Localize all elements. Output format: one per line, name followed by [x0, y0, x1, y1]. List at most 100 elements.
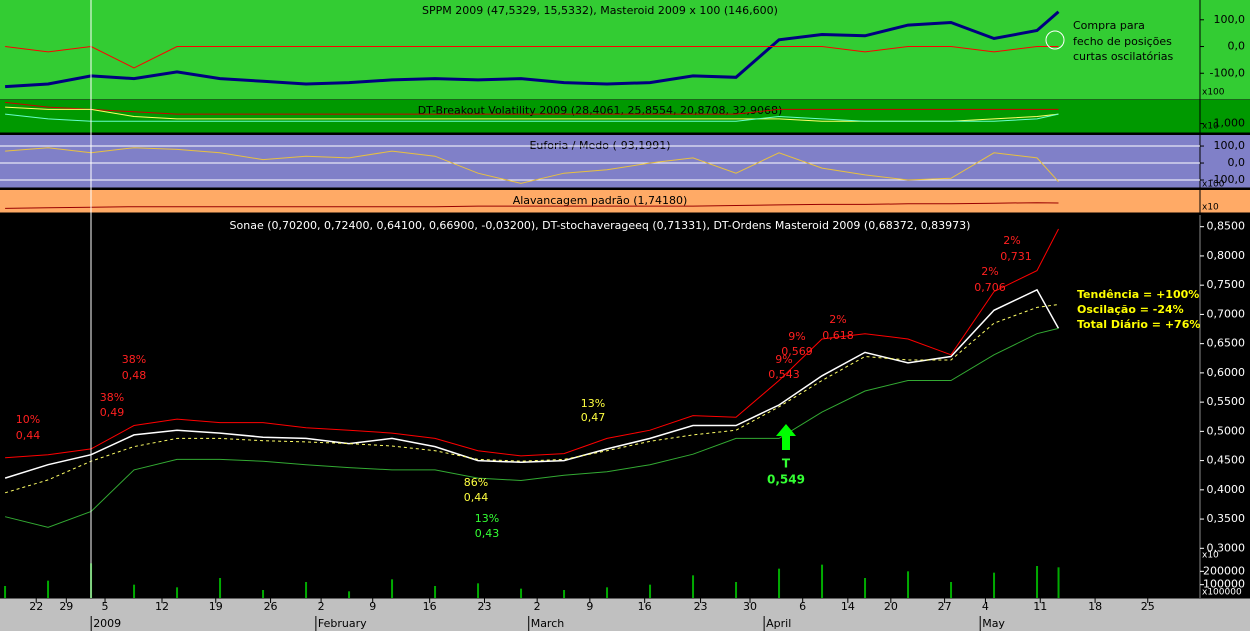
panel-title: DT-Breakout Volatility 2009 (28,4061, 25…	[418, 104, 783, 117]
y-tick-label: 100,0	[1214, 13, 1246, 26]
volume-bar	[477, 583, 480, 598]
x-tick-label: 27	[938, 600, 952, 613]
x-tick-label: 4	[982, 600, 989, 613]
price-annotation: 86%	[464, 476, 488, 489]
x-tick-label: 16	[423, 600, 437, 613]
price-annotation: 9%	[788, 330, 805, 343]
scale-label: x10	[1202, 551, 1219, 561]
x-tick-label: 6	[799, 600, 806, 613]
x-tick-label: 30	[743, 600, 757, 613]
volume-bar	[606, 587, 609, 598]
scale-label: x100	[1202, 88, 1225, 98]
month-label: February	[318, 617, 367, 630]
y-tick-label: 100000	[1203, 578, 1245, 591]
month-label: April	[766, 617, 791, 630]
volume-bar	[434, 586, 437, 598]
panel-background	[0, 100, 1250, 133]
price-annotation: 0,43	[475, 527, 500, 540]
info-text: Tendência = +100%	[1077, 288, 1199, 301]
x-tick-label: 14	[841, 600, 855, 613]
series-line	[5, 228, 1059, 459]
volume-bar	[391, 579, 394, 598]
y-tick-label: 0,7500	[1207, 278, 1246, 291]
scale-label: x10	[1202, 203, 1219, 213]
y-tick-label: 0,4000	[1207, 483, 1246, 496]
panel-title: Euforia / Medo (-93,1991)	[529, 139, 670, 152]
panel-background	[0, 135, 1250, 188]
y-tick-label: 200000	[1203, 564, 1245, 577]
y-tick-label: 0,5500	[1207, 395, 1246, 408]
price-annotation: 38%	[100, 391, 124, 404]
x-tick-label: 29	[59, 600, 73, 613]
buy-arrow	[776, 424, 796, 450]
price-annotation: 2%	[829, 313, 846, 326]
x-tick-label: 2	[318, 600, 325, 613]
series-line	[5, 113, 1059, 122]
y-tick-label: 0,3000	[1207, 541, 1246, 554]
volume-bar	[735, 582, 738, 598]
x-tick-label: 16	[638, 600, 652, 613]
y-tick-label: 0,6000	[1207, 366, 1246, 379]
panel-background	[0, 215, 1250, 560]
volume-bar	[176, 587, 179, 598]
series-line	[5, 147, 1059, 184]
series-line	[5, 101, 1059, 115]
panel-background	[0, 560, 1250, 598]
x-tick-label: 23	[694, 600, 708, 613]
price-annotation: 13%	[475, 512, 499, 525]
month-label: May	[982, 617, 1005, 630]
x-tick-label: 22	[29, 600, 43, 613]
annotation: Compra para	[1073, 19, 1145, 32]
y-tick-label: 1,000	[1214, 117, 1246, 130]
y-tick-label: 0,6500	[1207, 337, 1246, 350]
series-line	[4, 288, 1060, 479]
price-annotation: 0,44	[16, 429, 41, 442]
month-label: 2009	[93, 617, 121, 630]
panel-background	[0, 190, 1250, 213]
y-tick-label: 0,7000	[1207, 307, 1246, 320]
x-tick-label: 2	[534, 600, 541, 613]
x-tick-label: 23	[477, 600, 491, 613]
price-annotation: 0,618	[822, 329, 854, 342]
x-tick-label: 11	[1033, 600, 1047, 613]
price-annotation: 10%	[16, 413, 40, 426]
volume-bar	[4, 586, 7, 598]
price-annotation: 38%	[122, 353, 146, 366]
panel-title: SPPM 2009 (47,5329, 15,5332), Masteroid …	[422, 4, 778, 17]
price-annotation: 0,47	[581, 411, 606, 424]
panel-title: Sonae (0,70200, 0,72400, 0,64100, 0,6690…	[230, 219, 971, 232]
x-tick-label: 9	[369, 600, 376, 613]
price-annotation: 0,48	[122, 369, 147, 382]
price-annotation: 0,549	[767, 473, 805, 487]
y-tick-label: 0,5000	[1207, 424, 1246, 437]
price-annotation: 0,731	[1000, 250, 1032, 263]
volume-bar	[219, 578, 222, 598]
x-tick-label: 19	[209, 600, 223, 613]
x-tick-label: 18	[1088, 600, 1102, 613]
volume-bar	[993, 572, 996, 598]
price-annotation: 0,543	[768, 368, 800, 381]
series-line	[5, 202, 1059, 209]
info-text: Oscilação = -24%	[1077, 303, 1184, 316]
y-tick-label: -100,0	[1210, 173, 1245, 186]
volume-bar	[1036, 566, 1039, 598]
volume-bar	[47, 580, 50, 598]
month-label: March	[531, 617, 565, 630]
x-axis-strip	[0, 598, 1250, 631]
y-tick-label: 0,8000	[1207, 249, 1246, 262]
x-tick-label: 26	[264, 600, 278, 613]
series-line	[4, 327, 1059, 528]
x-tick-label: 12	[155, 600, 169, 613]
volume-bar	[305, 582, 308, 598]
volume-bar	[133, 584, 136, 598]
volume-bar	[907, 571, 910, 598]
price-annotation: T	[782, 457, 791, 471]
volume-bar	[778, 568, 781, 598]
price-annotation: 2%	[981, 265, 998, 278]
scale-label: x100	[1202, 180, 1225, 190]
price-annotation: 0,706	[974, 281, 1006, 294]
y-tick-label: 0,8500	[1207, 220, 1246, 233]
price-annotation: 0,44	[464, 491, 489, 504]
info-text: Total Diário = +76%	[1077, 318, 1200, 331]
volume-bar	[520, 588, 523, 598]
